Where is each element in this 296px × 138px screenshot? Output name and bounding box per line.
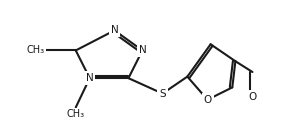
Text: S: S <box>159 89 166 99</box>
Text: N: N <box>111 25 118 35</box>
Text: O: O <box>203 95 212 105</box>
Text: CH₃: CH₃ <box>27 45 45 55</box>
Text: O: O <box>248 92 257 102</box>
Text: CH₃: CH₃ <box>67 109 85 119</box>
Text: N: N <box>86 73 94 83</box>
Text: N: N <box>139 45 146 55</box>
